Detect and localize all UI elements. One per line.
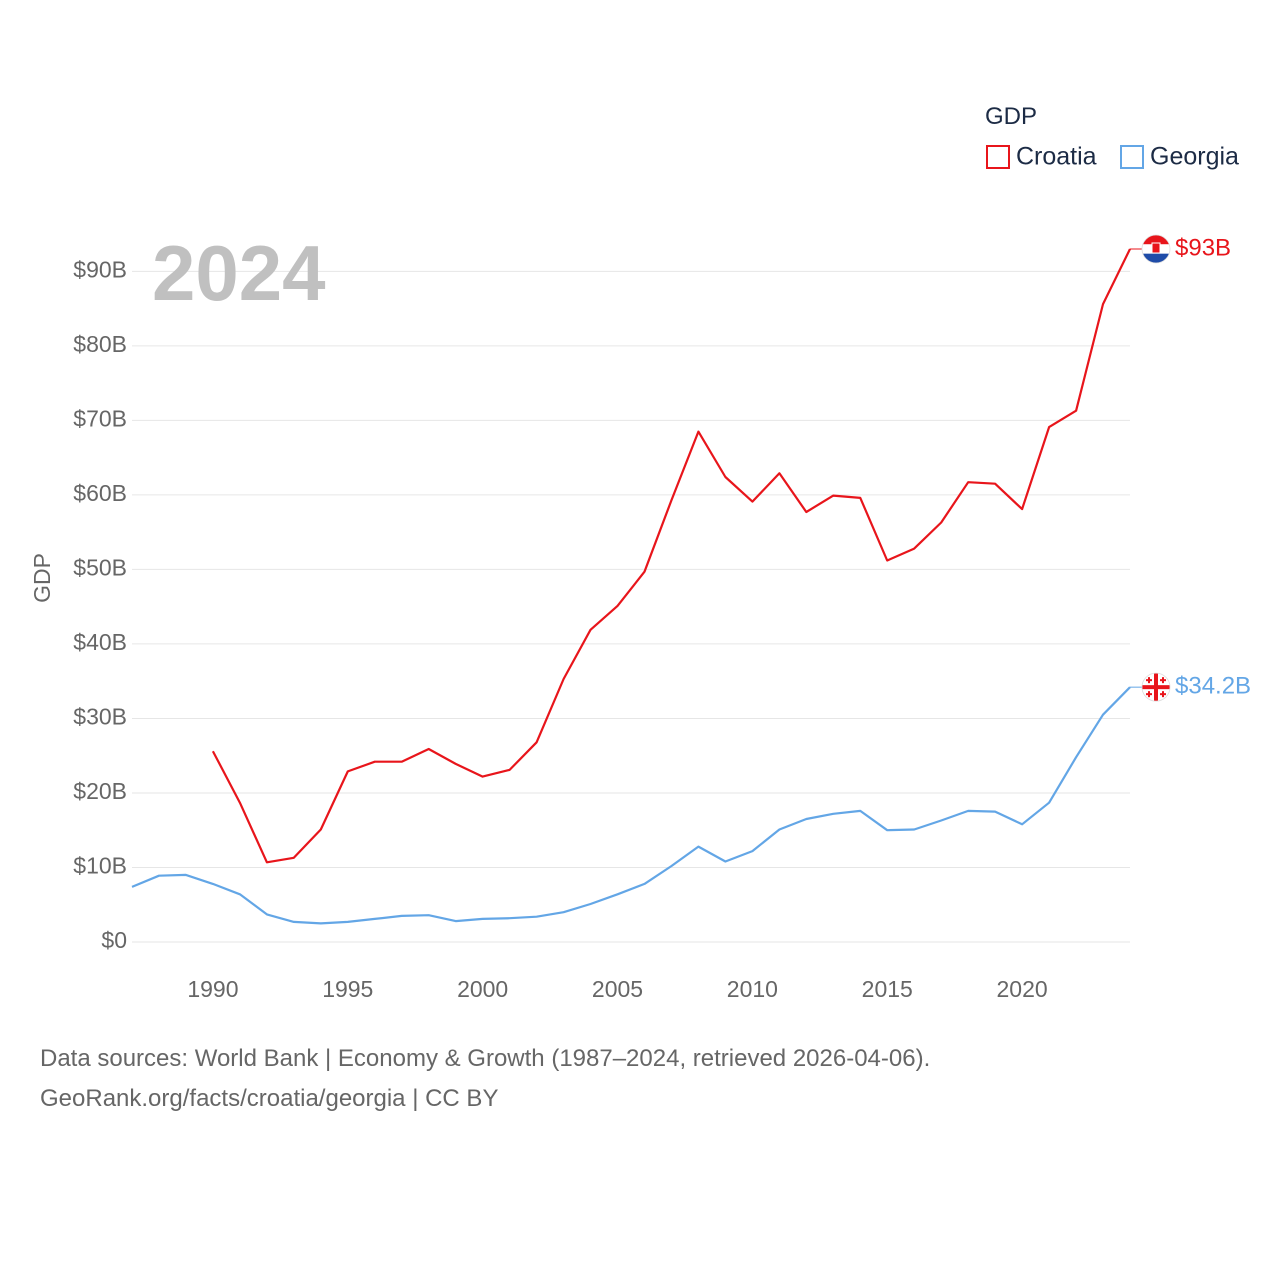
- x-tick-label: 2005: [592, 976, 643, 1002]
- y-tick-label: $30B: [73, 704, 127, 730]
- legend-swatch-georgia[interactable]: [1120, 145, 1144, 169]
- grid-lines: [132, 270, 1130, 943]
- x-tick-label: 1995: [322, 976, 373, 1002]
- y-tick-label: $90B: [73, 256, 127, 282]
- y-tick-label: $80B: [73, 331, 127, 357]
- y-axis-ticks: $0 $10B $20B $30B $40B $50B $60B $70B $80B $90B: [73, 256, 127, 953]
- y-tick-label: $50B: [73, 554, 127, 580]
- legend-label-croatia[interactable]: Croatia: [1016, 143, 1097, 171]
- year-watermark: 2024: [152, 229, 326, 317]
- croatia-flag-icon: [1141, 234, 1171, 264]
- y-tick-label: $0: [101, 927, 127, 953]
- x-tick-label: 2020: [997, 976, 1048, 1002]
- series-end-labels: $93B $34.2B: [1130, 234, 1251, 702]
- y-tick-label: $20B: [73, 778, 127, 804]
- series-lines: [131, 248, 1131, 925]
- y-tick-label: $40B: [73, 629, 127, 655]
- legend: GDP Croatia Georgia: [985, 103, 1239, 171]
- footer-sources: Data sources: World Bank | Economy & Gro…: [40, 1045, 931, 1072]
- georgia-flag-icon: [1141, 672, 1171, 702]
- legend-swatch-croatia[interactable]: [986, 145, 1010, 169]
- legend-title: GDP: [985, 103, 1037, 130]
- x-tick-label: 2015: [862, 976, 913, 1002]
- series-line-georgia[interactable]: [131, 686, 1131, 925]
- footer-attribution: GeoRank.org/facts/croatia/georgia | CC B…: [40, 1085, 499, 1112]
- series-line-croatia[interactable]: [211, 248, 1131, 864]
- end-label-georgia: $34.2B: [1175, 672, 1251, 699]
- x-axis-ticks: 1990 1995 2000 2005 2010 2015 2020: [187, 976, 1047, 1002]
- y-tick-label: $10B: [73, 853, 127, 879]
- y-axis-label: GDP: [29, 553, 55, 603]
- y-tick-label: $60B: [73, 480, 127, 506]
- legend-label-georgia[interactable]: Georgia: [1150, 143, 1239, 171]
- x-tick-label: 1990: [187, 976, 238, 1002]
- end-label-croatia: $93B: [1175, 234, 1231, 261]
- x-tick-label: 2000: [457, 976, 508, 1002]
- y-tick-label: $70B: [73, 405, 127, 431]
- x-tick-label: 2010: [727, 976, 778, 1002]
